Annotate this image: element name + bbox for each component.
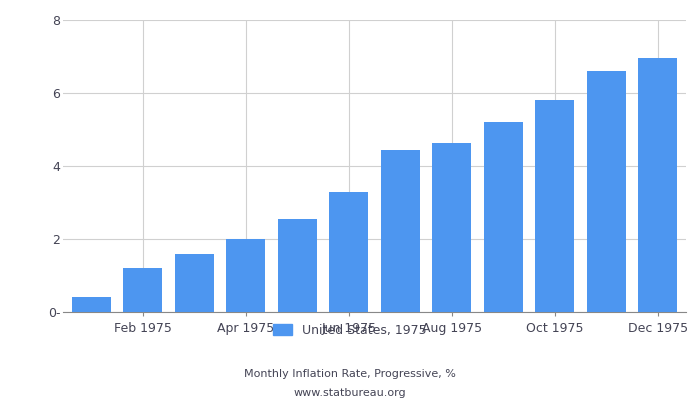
Bar bbox=[484, 122, 522, 312]
Bar bbox=[638, 58, 677, 312]
Bar bbox=[227, 239, 265, 312]
Text: www.statbureau.org: www.statbureau.org bbox=[294, 388, 406, 398]
Text: Monthly Inflation Rate, Progressive, %: Monthly Inflation Rate, Progressive, % bbox=[244, 369, 456, 379]
Bar bbox=[381, 150, 419, 312]
Legend: United States, 1975: United States, 1975 bbox=[268, 319, 432, 342]
Bar bbox=[587, 71, 626, 312]
Bar bbox=[123, 268, 162, 312]
Bar bbox=[330, 192, 368, 312]
Bar bbox=[433, 143, 471, 312]
Bar bbox=[536, 100, 574, 312]
Bar bbox=[72, 297, 111, 312]
Bar bbox=[278, 219, 316, 312]
Bar bbox=[175, 254, 214, 312]
